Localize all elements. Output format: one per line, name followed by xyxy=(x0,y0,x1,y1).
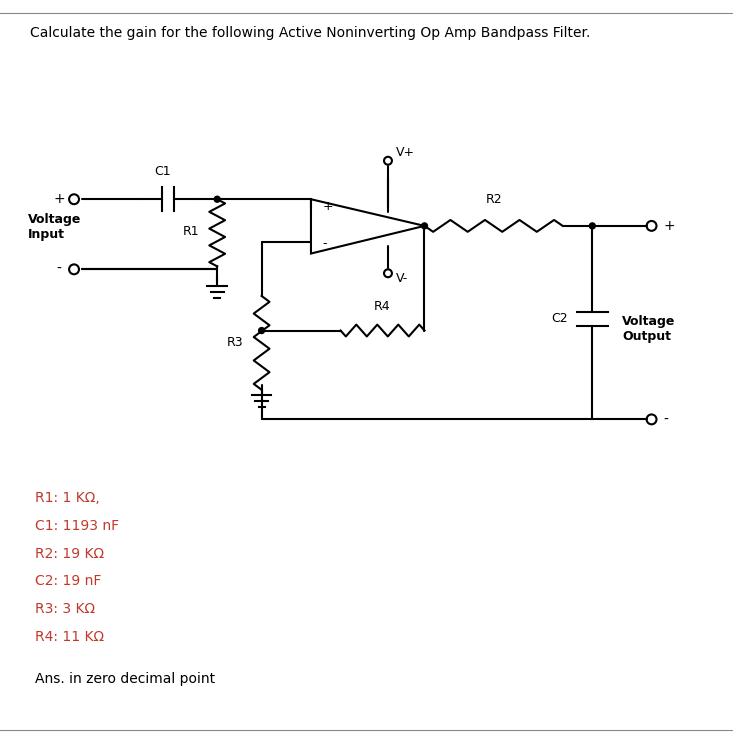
Text: R2: R2 xyxy=(485,193,502,206)
Text: -: - xyxy=(322,237,328,250)
Text: +: + xyxy=(663,219,675,233)
Text: R4: 11 KΩ: R4: 11 KΩ xyxy=(35,629,104,643)
Text: C1: 1193 nF: C1: 1193 nF xyxy=(35,519,119,533)
Text: C2: C2 xyxy=(551,312,568,325)
Text: V-: V- xyxy=(396,272,408,285)
Text: -: - xyxy=(56,262,62,276)
Text: +: + xyxy=(53,192,65,207)
Text: Voltage
Output: Voltage Output xyxy=(622,314,675,343)
Text: Voltage
Input: Voltage Input xyxy=(27,213,81,241)
Circle shape xyxy=(421,223,427,229)
Circle shape xyxy=(259,328,265,334)
Text: R1: 1 KΩ,: R1: 1 KΩ, xyxy=(35,491,100,505)
Text: C2: 19 nF: C2: 19 nF xyxy=(35,574,101,588)
Text: C1: C1 xyxy=(155,164,171,178)
Text: R2: 19 KΩ: R2: 19 KΩ xyxy=(35,547,104,561)
Text: -: - xyxy=(663,412,668,426)
Text: R4: R4 xyxy=(374,299,391,313)
Circle shape xyxy=(214,196,220,202)
Text: R3: R3 xyxy=(227,336,244,349)
Circle shape xyxy=(589,223,595,229)
Text: +: + xyxy=(322,200,334,212)
Text: V+: V+ xyxy=(396,146,415,159)
Text: Ans. in zero decimal point: Ans. in zero decimal point xyxy=(35,672,215,686)
Text: Calculate the gain for the following Active Noninverting Op Amp Bandpass Filter.: Calculate the gain for the following Act… xyxy=(30,27,590,40)
Text: R3: 3 KΩ: R3: 3 KΩ xyxy=(35,602,94,616)
Text: R1: R1 xyxy=(183,225,199,239)
